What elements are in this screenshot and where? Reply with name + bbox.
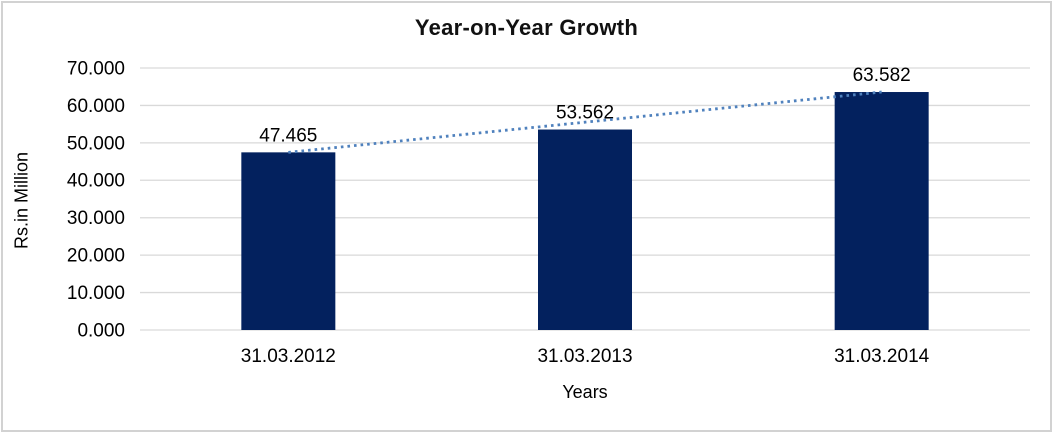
bar xyxy=(241,152,336,330)
y-axis-title: Rs.in Million xyxy=(11,151,32,250)
chart-title: Year-on-Year Growth xyxy=(414,15,639,40)
bar-value-label: 53.562 xyxy=(556,103,614,124)
bar-value-label: 47.465 xyxy=(259,125,317,146)
bar-value-label: 63.582 xyxy=(853,65,911,86)
y-tick-label: 0.000 xyxy=(77,320,125,341)
x-category-label: 31.03.2012 xyxy=(241,346,336,367)
trendline-dotted xyxy=(288,90,882,154)
y-tick-label: 10.000 xyxy=(67,283,125,304)
y-tick-label: 70.000 xyxy=(67,58,125,79)
x-category-label: 31.03.2013 xyxy=(537,346,632,367)
y-tick-label: 40.000 xyxy=(67,171,125,192)
x-axis-title: Years xyxy=(562,382,608,402)
x-category-label: 31.03.2014 xyxy=(834,346,930,367)
y-tick-label: 30.000 xyxy=(67,208,125,229)
y-tick-label: 60.000 xyxy=(67,96,125,117)
y-tick-label: 20.000 xyxy=(67,246,125,267)
y-tick-label: 50.000 xyxy=(67,133,125,154)
bar xyxy=(538,129,632,330)
bar xyxy=(834,92,929,330)
